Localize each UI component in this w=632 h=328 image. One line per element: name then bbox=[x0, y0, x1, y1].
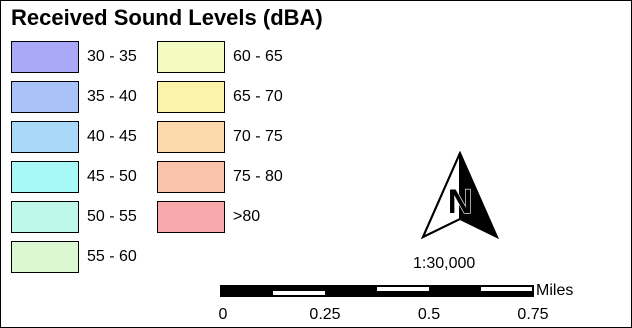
legend-swatch bbox=[11, 161, 79, 193]
scale-tick-label: 0.25 bbox=[309, 306, 340, 323]
scale-tick-label: 0.75 bbox=[517, 306, 548, 323]
legend-label: 30 - 35 bbox=[87, 48, 137, 65]
scale-bar: Miles 0 0.25 0.5 0.75 bbox=[219, 282, 574, 323]
north-arrow-outline bbox=[421, 151, 499, 240]
scale-unit-label: Miles bbox=[536, 282, 573, 299]
scale-segment-half bbox=[273, 286, 325, 291]
north-letter: N bbox=[448, 183, 473, 221]
legend-swatch bbox=[11, 41, 79, 73]
legend-label: 65 - 70 bbox=[233, 88, 283, 105]
legend-swatch bbox=[157, 201, 225, 233]
legend-label: >80 bbox=[233, 208, 261, 225]
scale-ratio: 1:30,000 bbox=[413, 255, 476, 272]
legend-label: 55 - 60 bbox=[87, 248, 137, 265]
legend-label: 75 - 80 bbox=[233, 168, 283, 185]
scale-tick-label: 0.5 bbox=[418, 306, 440, 323]
legend-label: 50 - 55 bbox=[87, 208, 137, 225]
legend-swatch bbox=[157, 161, 225, 193]
legend-label: 60 - 65 bbox=[233, 48, 283, 65]
scale-tick-label: 0 bbox=[219, 306, 228, 323]
scale-segment-half bbox=[481, 291, 533, 296]
legend-swatch bbox=[11, 241, 79, 273]
legend-swatch bbox=[157, 41, 225, 73]
legend-title: Received Sound Levels (dBA) bbox=[11, 5, 323, 30]
scale-segment-dark bbox=[429, 286, 481, 296]
legend-swatch bbox=[11, 121, 79, 153]
scale-segment-dark bbox=[221, 286, 273, 296]
legend-label: 35 - 40 bbox=[87, 88, 137, 105]
legend-label: 45 - 50 bbox=[87, 168, 137, 185]
legend-label: 40 - 45 bbox=[87, 128, 137, 145]
legend-swatch bbox=[11, 81, 79, 113]
legend-label: 70 - 75 bbox=[233, 128, 283, 145]
legend-swatch bbox=[157, 81, 225, 113]
legend-swatch bbox=[11, 201, 79, 233]
legend-swatch bbox=[157, 121, 225, 153]
north-arrow-icon: N bbox=[421, 151, 499, 240]
scale-segment-dark bbox=[325, 286, 377, 296]
scale-segment-half bbox=[377, 291, 429, 296]
